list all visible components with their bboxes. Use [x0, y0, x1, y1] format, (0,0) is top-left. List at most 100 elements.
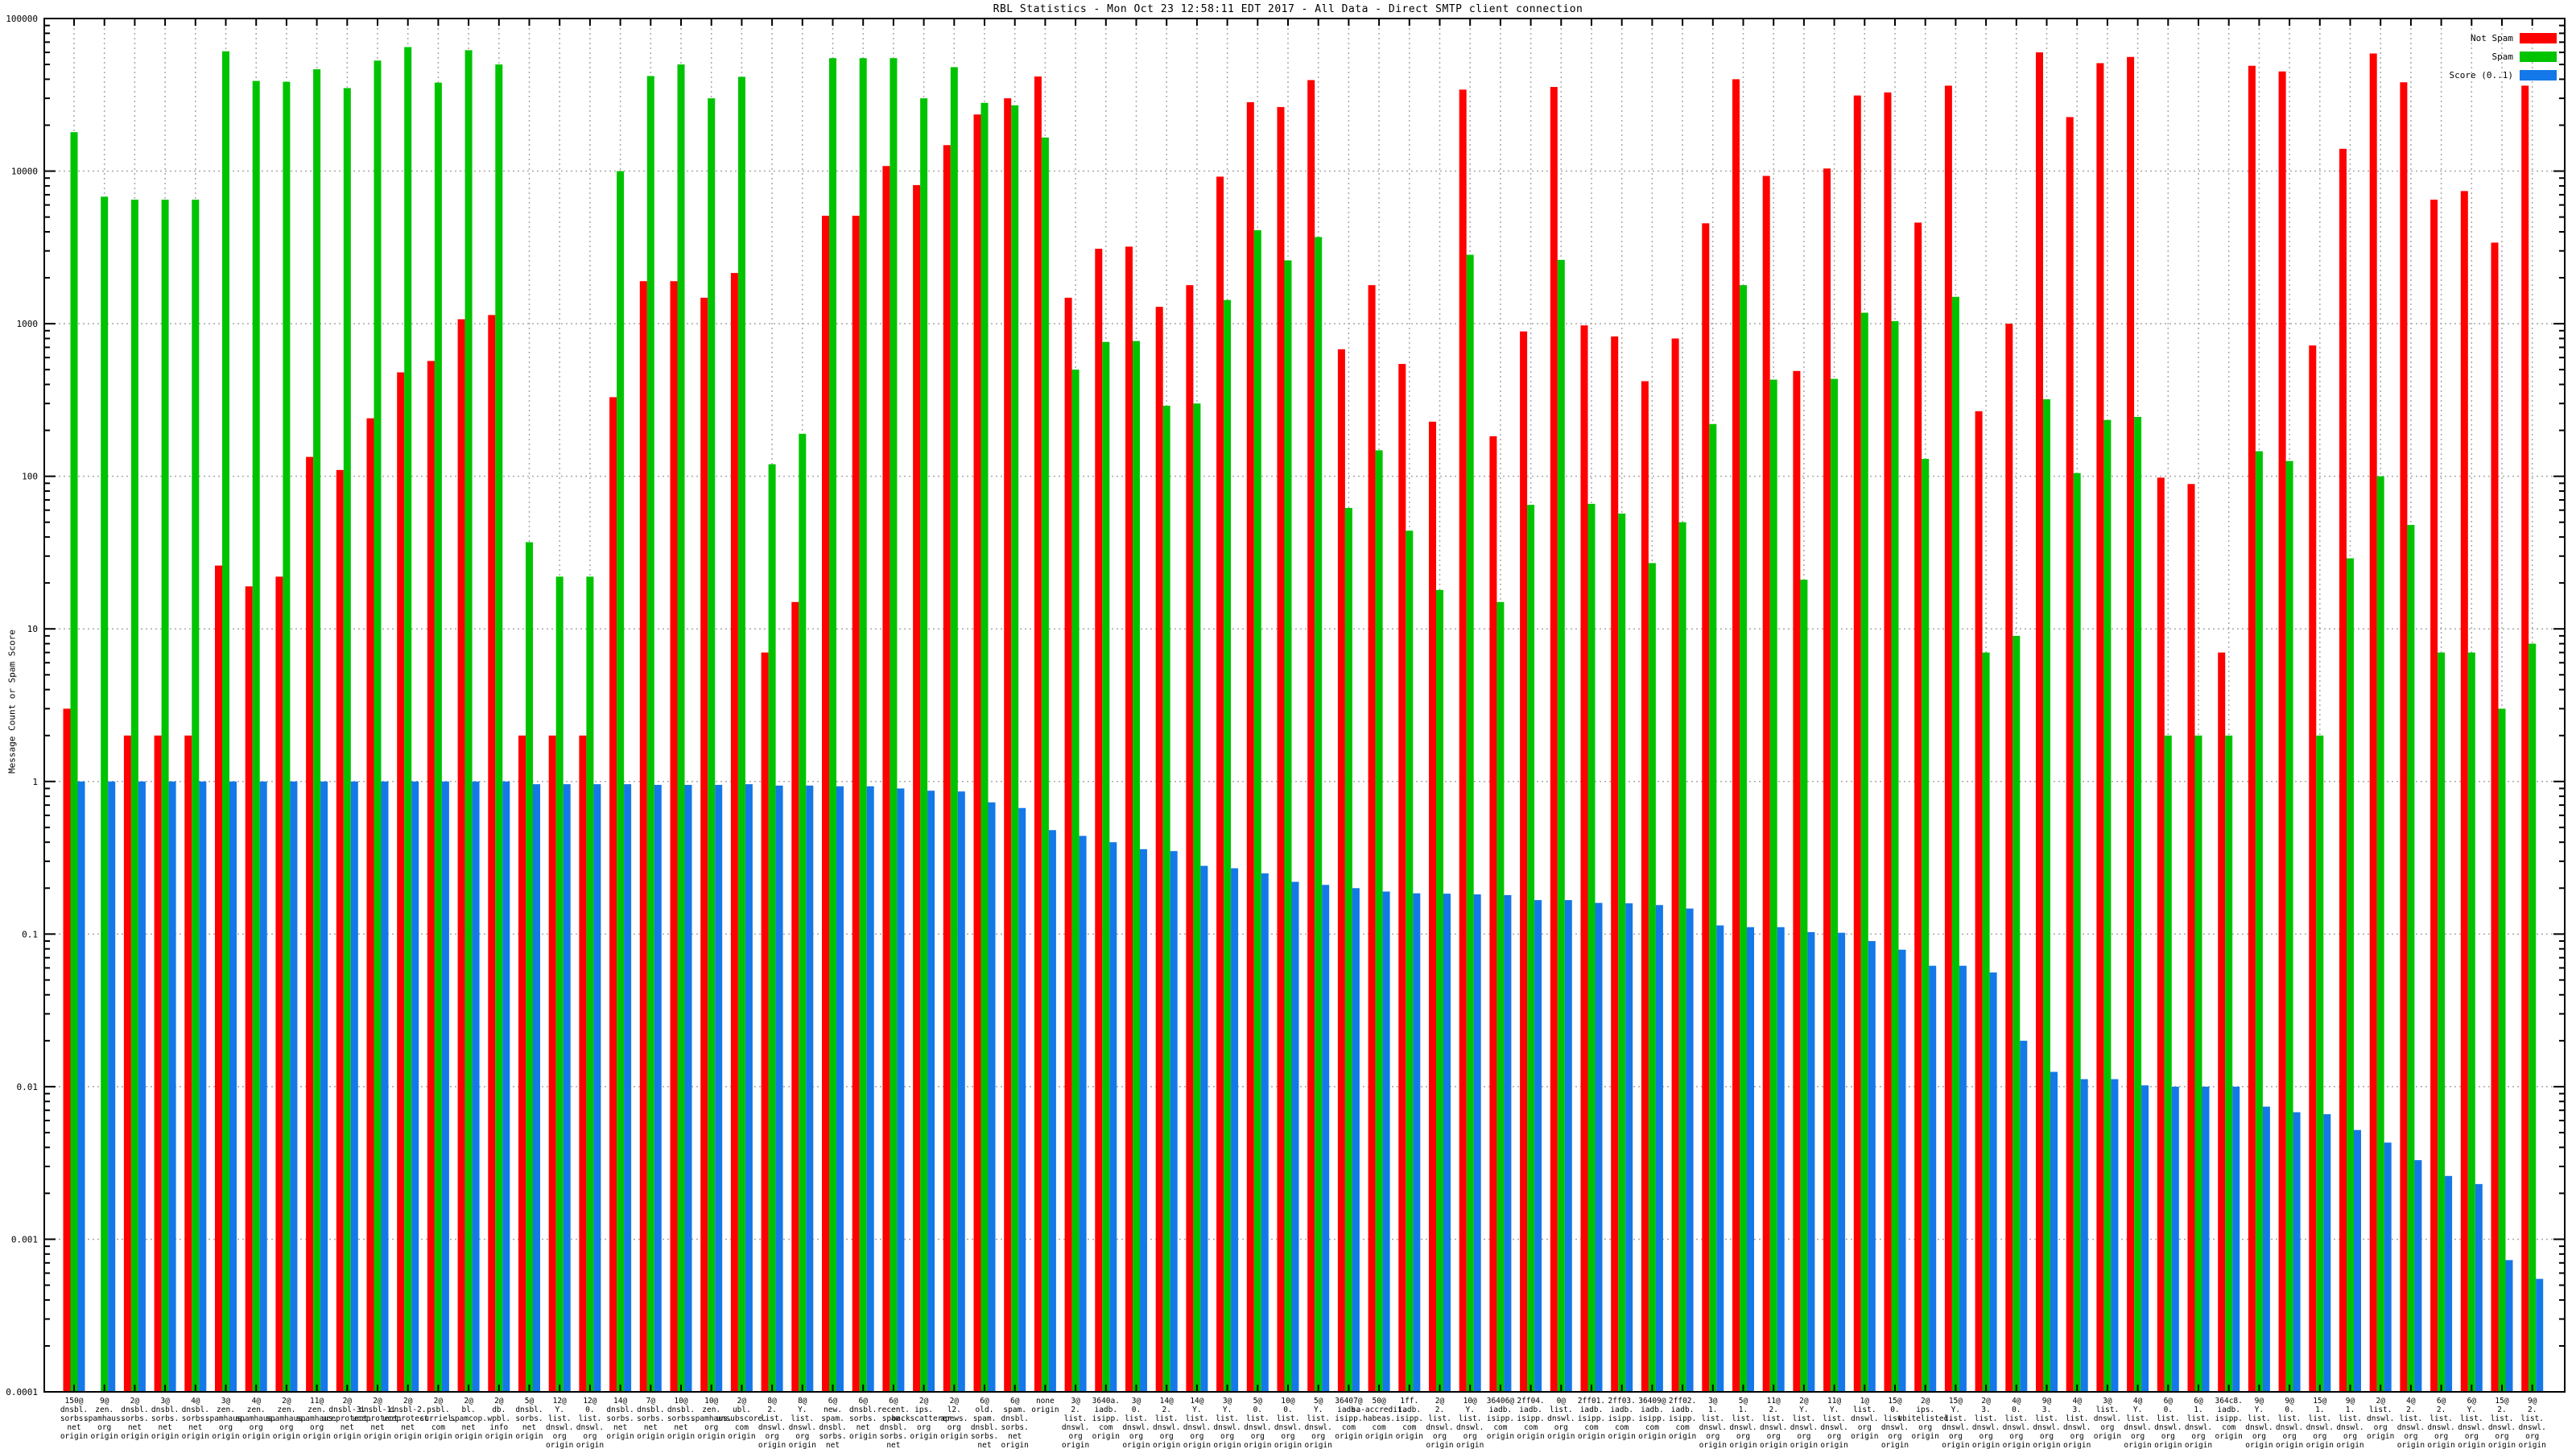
x-category-label: 6@ — [2437, 1397, 2446, 1406]
x-category-label: 6@ — [2194, 1397, 2203, 1406]
x-category-label: origin — [789, 1441, 816, 1449]
x-category-label: 150@ — [65, 1397, 84, 1406]
x-category-label: 11@ — [1767, 1397, 1781, 1406]
x-category-label: Y. — [1951, 1406, 1960, 1414]
x-category-label: org — [97, 1423, 111, 1432]
x-category-label: origin — [1608, 1432, 1636, 1441]
bar-not-spam — [2127, 56, 2135, 1392]
x-category-label: dnswl. — [2488, 1423, 2516, 1432]
x-category-label: dnswl. — [1760, 1423, 1787, 1432]
x-category-label: com — [1373, 1423, 1386, 1432]
x-category-label: 8@ — [767, 1397, 777, 1406]
x-category-label: zen. — [277, 1406, 295, 1414]
x-category-label: origin — [1031, 1406, 1059, 1414]
bar-spam — [495, 64, 503, 1393]
bar-spam — [2194, 735, 2202, 1392]
x-category-label: list. — [1550, 1406, 1573, 1414]
bar-spam — [222, 51, 229, 1393]
x-category-label: list. — [2126, 1414, 2149, 1423]
bar-score — [654, 785, 662, 1392]
bar-not-spam — [2157, 477, 2165, 1392]
legend-item-not-spam: Not Spam — [2450, 29, 2557, 47]
bar-spam — [343, 88, 351, 1392]
x-category-label: origin — [1396, 1432, 1423, 1441]
x-category-label: 9@ — [100, 1397, 109, 1406]
x-category-label: origin — [1942, 1441, 1969, 1449]
x-category-label: bl. — [462, 1406, 476, 1414]
y-tick-label: 100000 — [6, 14, 38, 24]
legend-label-not-spam: Not Spam — [2471, 33, 2513, 43]
bar-score — [1352, 888, 1360, 1392]
x-category-label: dnswl. — [1881, 1423, 1909, 1432]
x-category-label: origin — [2336, 1441, 2363, 1449]
bar-score — [897, 788, 905, 1392]
x-category-label: habeas. — [1363, 1414, 1395, 1423]
x-category-label: origin — [849, 1432, 877, 1441]
bar-score — [1777, 927, 1785, 1392]
x-category-label: origin — [1578, 1432, 1605, 1441]
x-category-label: list. — [2096, 1406, 2120, 1414]
x-category-label: org — [2191, 1432, 2205, 1441]
bar-score — [2232, 1086, 2240, 1392]
x-category-label: 9@ — [2042, 1397, 2052, 1406]
x-category-label: Y. — [1465, 1406, 1474, 1414]
x-category-label: isipp. — [1578, 1414, 1605, 1423]
bar-score — [1413, 893, 1421, 1392]
x-category-label: iadb. — [1397, 1406, 1421, 1414]
bar-spam — [555, 576, 564, 1392]
bar-score — [168, 781, 176, 1392]
x-category-label: 2. — [2437, 1406, 2446, 1414]
bar-spam — [920, 98, 928, 1392]
x-category-label: dnsbl. — [182, 1406, 209, 1414]
x-category-label: 2ff02. — [1669, 1397, 1696, 1406]
bar-spam — [526, 542, 533, 1393]
x-category-label: origin — [1487, 1432, 1514, 1441]
x-category-label: origin — [2094, 1432, 2121, 1441]
bar-spam — [130, 200, 138, 1392]
x-category-label: list. — [2157, 1414, 2180, 1423]
x-category-label: dnswl. — [1122, 1423, 1150, 1432]
x-category-label: dnswl. — [1305, 1423, 1332, 1432]
bar-not-spam — [63, 708, 71, 1392]
x-category-label: spam. — [882, 1414, 906, 1423]
bar-spam — [70, 132, 78, 1392]
x-category-label: origin — [1001, 1441, 1029, 1449]
y-tick-label: 0.0001 — [6, 1387, 38, 1397]
bar-not-spam — [2521, 85, 2529, 1393]
x-category-label: dnswl. — [1244, 1423, 1271, 1432]
bar-score — [1261, 873, 1269, 1392]
x-category-label: org — [766, 1432, 779, 1441]
x-category-label: dnswl. — [1456, 1423, 1484, 1432]
x-category-label: 14@ — [1190, 1397, 1203, 1406]
x-category-label: org — [1311, 1432, 1325, 1441]
bar-score — [1170, 851, 1178, 1392]
x-category-label: spamhaus. — [296, 1414, 337, 1423]
x-category-label: 0. — [1132, 1406, 1141, 1414]
x-category-label: org — [1281, 1432, 1294, 1441]
x-category-label: list. — [2308, 1414, 2331, 1423]
bar-not-spam — [2339, 148, 2347, 1392]
bar-score — [2141, 1085, 2149, 1392]
bar-not-spam — [2400, 82, 2408, 1393]
x-category-label: origin — [1244, 1441, 1271, 1449]
x-category-label: dnswl. — [2063, 1423, 2091, 1432]
x-category-label: spamhaus. — [205, 1414, 246, 1423]
x-category-label: origin — [667, 1432, 695, 1441]
x-category-label: origin — [1881, 1441, 1909, 1449]
x-category-label: 4@ — [191, 1397, 200, 1406]
bar-not-spam — [1550, 87, 1558, 1392]
x-category-label: 0. — [1890, 1406, 1899, 1414]
x-category-label: dnsbl. — [637, 1406, 664, 1414]
x-category-label: dnswl. — [1183, 1423, 1211, 1432]
x-category-label: 364c8. — [2215, 1397, 2243, 1406]
bar-spam — [1891, 320, 1899, 1393]
legend-item-spam: Spam — [2450, 47, 2557, 66]
bar-score — [806, 785, 814, 1392]
bar-not-spam — [2066, 117, 2074, 1392]
x-category-label: 36406@ — [1487, 1397, 1515, 1406]
x-category-label: origin — [1365, 1432, 1393, 1441]
bar-spam — [1860, 312, 1868, 1392]
x-category-label: psbl. — [427, 1406, 450, 1414]
x-category-label: origin — [576, 1441, 604, 1449]
x-category-label: org — [2374, 1423, 2388, 1432]
